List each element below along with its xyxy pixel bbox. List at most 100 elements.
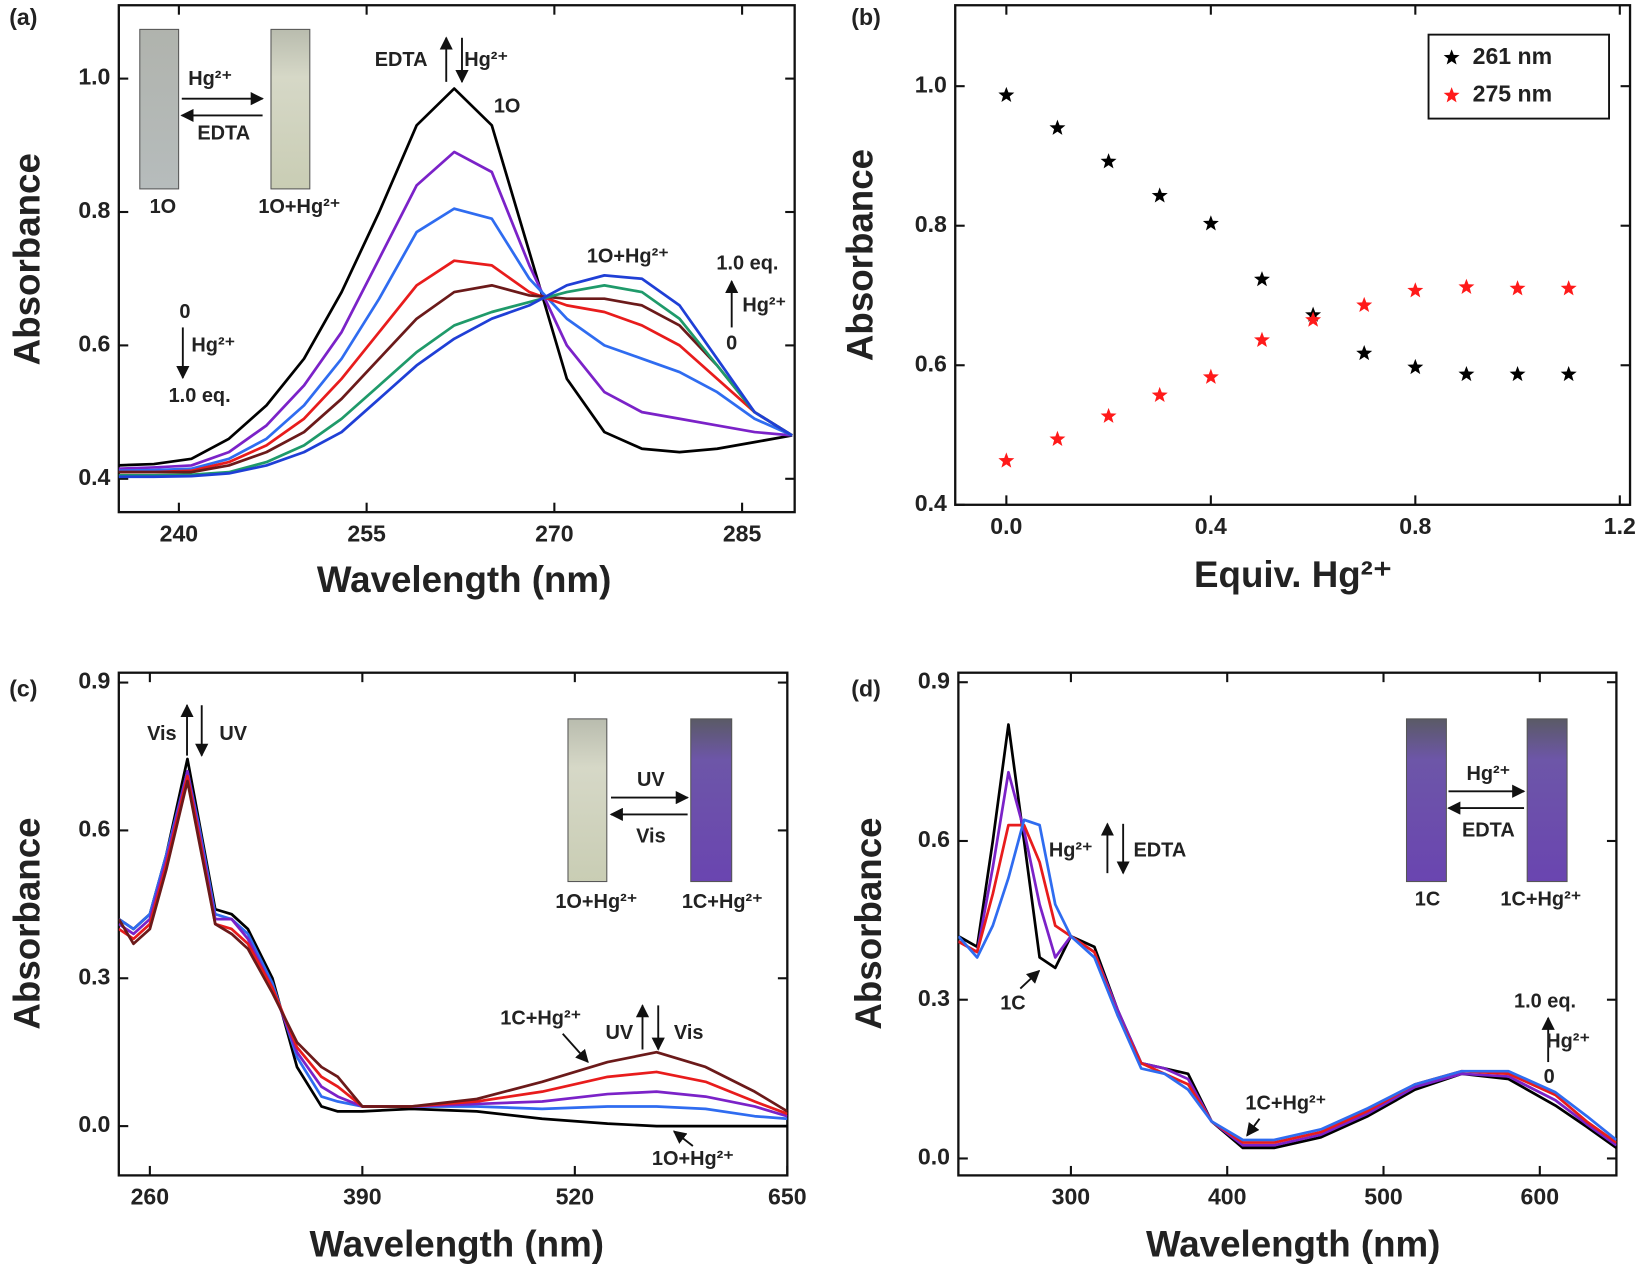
annotation: Hg²⁺ [742,295,786,317]
y-tick-label: 0.3 [78,963,110,989]
spectrum-line [118,259,793,474]
annotation: 1O+Hg²⁺ [587,245,669,267]
plot-frame [954,4,1632,506]
spectrum-line [958,723,1617,1150]
annotation: EDTA [1133,839,1186,861]
star-marker [1202,215,1219,231]
spectrum-line [118,769,788,1118]
annotation: UV [219,723,247,745]
x-tick-label: 255 [347,520,386,546]
annotation: 1C [1415,889,1440,911]
star-marker [1100,407,1117,423]
panel: (b) Equiv. Hg²⁺ Absorbance 0.0 0.4 0.8 1.2 0.4 0… [840,4,1636,595]
annotation: UV [606,1022,634,1044]
y-tick-label: 0.4 [78,464,110,490]
star-marker [1356,344,1373,361]
y-tick-label: 0.6 [78,816,110,842]
star-marker [1509,280,1526,296]
y-axis-label: Absorbance [848,817,889,1029]
star-marker [1458,365,1475,382]
y-axis-label: Absorbance [840,149,881,361]
panel: (d) Wavelength (nm) Absorbance 300 400 500 600… [848,667,1618,1264]
annotation: EDTA [375,49,428,71]
plot-frame [957,671,1618,1177]
x-tick-label: 1.2 [1604,513,1636,539]
spectrum-line [118,769,788,1121]
y-tick-label: 0.9 [78,668,110,694]
panel-label: (a) [9,4,37,30]
star-marker [1407,358,1424,375]
annotation: 1O [494,95,521,117]
annotation: EDTA [1462,819,1515,841]
x-tick-label: 650 [768,1184,807,1210]
vial [1405,718,1447,883]
x-tick-label: 500 [1364,1184,1403,1210]
x-tick-label: 0.4 [1195,513,1227,539]
spectrum-line [118,274,793,479]
plot-frame [117,4,796,514]
spectrum-line [118,87,793,467]
star-marker [1049,430,1066,447]
legend-marker [1443,87,1460,103]
star-marker [1100,153,1117,169]
x-tick-label: 520 [556,1184,595,1210]
annotation: 1O [150,196,177,218]
arrow [1019,969,1041,990]
spectrum-line [118,774,788,1116]
y-axis-label: Absorbance [6,153,47,365]
x-tick-label: 0.8 [1399,513,1431,539]
y-tick-label: 1.0 [78,64,110,90]
spectrum-line [958,770,1617,1147]
spectrum-line [118,757,788,1128]
y-tick-label: 0.9 [918,667,950,693]
y-tick-label: 0.8 [915,211,947,237]
y-tick-label: 1.0 [915,71,947,97]
annotation: EDTA [197,123,250,145]
star-marker [1151,386,1168,403]
spectrum-line [118,779,788,1113]
spectrum-line [118,283,793,477]
star-marker [1254,331,1270,347]
y-tick-label: 0.4 [915,490,947,516]
arrow [672,1130,694,1147]
spectrum-line [118,150,793,471]
spectrum-line [118,207,793,473]
spectrum-line [958,818,1617,1142]
annotation: 1C+Hg²⁺ [1500,889,1581,911]
panel: (a) Wavelength (nm) Absorbance 240 255 270 285… [6,4,796,600]
y-axis-label: Absorbance [6,817,47,1029]
x-tick-label: 240 [160,520,199,546]
star-marker [1509,365,1526,382]
annotation: 1.0 eq. [716,253,778,275]
annotation: Hg²⁺ [1467,763,1511,785]
x-tick-label: 0.0 [990,513,1022,539]
annotation: Hg²⁺ [191,335,235,357]
x-tick-label: 400 [1208,1184,1247,1210]
star-marker [998,86,1015,103]
x-tick-label: 600 [1521,1184,1560,1210]
x-axis-label: Wavelength (nm) [1146,1223,1440,1264]
annotation: 1C [1000,993,1025,1015]
y-tick-label: 0.3 [918,985,950,1011]
annotation: 1.0 eq. [1514,991,1576,1013]
star-marker [1254,271,1270,287]
annotation: 0 [1544,1066,1555,1088]
vial [139,28,180,190]
star-marker [1458,278,1475,294]
panel-label: (b) [851,4,880,30]
spectrum-line [118,283,793,474]
legend-box [1427,33,1610,120]
annotation: Hg²⁺ [1049,839,1093,861]
x-axis-label: Wavelength (nm) [310,1223,604,1264]
x-axis-label: Equiv. Hg²⁺ [1194,554,1392,595]
arrow [1246,1118,1261,1137]
y-tick-label: 0.8 [78,197,110,223]
panel: (c) Wavelength (nm) Absorbance 260 390 520 650… [6,668,806,1265]
legend-label: 275 nm [1473,81,1553,107]
arrows [176,36,1555,1147]
y-tick-label: 0.0 [918,1144,950,1170]
x-tick-label: 270 [535,520,574,546]
star-marker [1356,296,1373,313]
y-tick-label: 0.0 [78,1111,110,1137]
